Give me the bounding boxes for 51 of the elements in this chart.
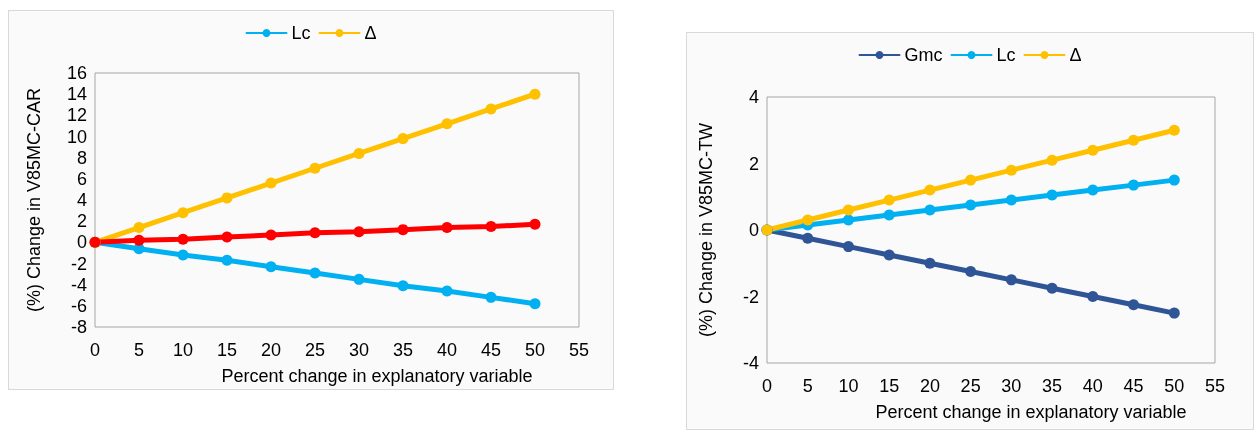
- y-tick-label: -8: [70, 317, 87, 337]
- y-tick-label: -4: [742, 353, 759, 373]
- y-tick-label: 8: [76, 147, 87, 168]
- x-tick-label: 5: [802, 376, 813, 396]
- y-tick-label: -4: [70, 274, 87, 295]
- x-tick-label: 55: [568, 340, 590, 360]
- y-tick-label: 4: [76, 190, 87, 210]
- legend-label: Gmc: [904, 45, 943, 65]
- y-tick-label: 14: [66, 84, 87, 105]
- x-tick-label: 10: [172, 340, 194, 360]
- x-tick-label: 45: [1123, 376, 1144, 396]
- x-tick-label: 50: [524, 340, 546, 360]
- x-tick-label: 20: [919, 376, 940, 396]
- x-tick-label: 10: [838, 376, 859, 396]
- x-tick-label: 30: [348, 340, 370, 360]
- legend-label: Lc: [996, 45, 1016, 65]
- x-tick-label: 25: [960, 376, 981, 396]
- x-tick-label: 40: [436, 340, 458, 360]
- y-tick-label: 6: [76, 168, 87, 189]
- x-tick-label: 40: [1082, 376, 1103, 396]
- x-axis-title: Percent change in explanatory variable: [875, 402, 1187, 422]
- y-tick-label: 10: [66, 126, 87, 147]
- y-axis-title: (%) Change in V85MC-TW: [696, 122, 716, 338]
- y-tick-label: -2: [70, 253, 87, 274]
- y-tick-label: 16: [66, 63, 87, 83]
- x-tick-label: 5: [133, 340, 145, 360]
- x-tick-label: 15: [879, 376, 900, 396]
- x-tick-label: 25: [304, 340, 326, 360]
- legend-label: Δ: [364, 23, 377, 43]
- y-tick-label: 2: [76, 211, 87, 232]
- legend-label: Δ: [1069, 45, 1082, 65]
- x-tick-label: 20: [260, 340, 282, 360]
- y-tick-label: 4: [748, 87, 759, 107]
- y-tick-label: 2: [748, 153, 759, 174]
- x-tick-label: 30: [1001, 376, 1022, 396]
- x-tick-label: 35: [392, 340, 414, 360]
- x-tick-label: 55: [1204, 376, 1226, 396]
- y-tick-label: 12: [66, 105, 87, 126]
- x-tick-label: 0: [761, 376, 773, 396]
- x-tick-label: 15: [216, 340, 238, 360]
- y-tick-label: -2: [742, 286, 759, 307]
- x-tick-label: 0: [89, 340, 101, 360]
- x-tick-label: 50: [1164, 376, 1185, 396]
- y-tick-label: -6: [70, 295, 87, 316]
- x-tick-label: 45: [480, 340, 502, 360]
- y-tick-label: 0: [748, 220, 759, 240]
- legend-label: Lc: [291, 23, 311, 43]
- x-axis-title: Percent change in explanatory variable: [221, 366, 533, 386]
- y-tick-label: 0: [76, 232, 87, 253]
- x-tick-label: 35: [1042, 376, 1063, 396]
- y-axis-title: (%) Change in V85MC-CAR: [24, 87, 44, 313]
